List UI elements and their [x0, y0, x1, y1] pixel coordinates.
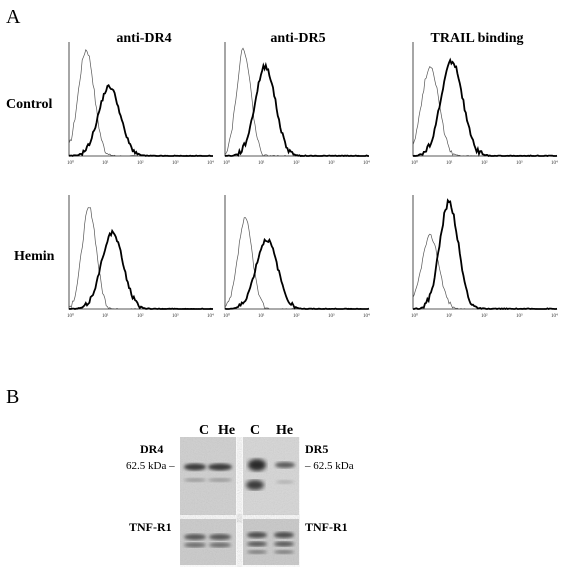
blot-dr5: [243, 437, 299, 515]
tick-label: 10³: [328, 160, 335, 166]
tick-label: 10⁰: [67, 313, 74, 319]
histogram-axis: [412, 195, 557, 310]
blot-tnfr1-right: [243, 519, 299, 565]
histogram-hemin-anti-dr5: 10⁰ 10¹ 10² 10³ 10⁴: [223, 195, 370, 319]
tick-label: 10³: [516, 313, 523, 319]
histogram-axis: [68, 195, 213, 310]
tick-label: 10¹: [446, 313, 453, 319]
tick-label: 10⁰: [411, 160, 418, 166]
tick-label: 10²: [481, 160, 488, 166]
blot-dr4: [180, 437, 236, 515]
histogram-control-trail-binding: 10⁰ 10¹ 10² 10³ 10⁴: [411, 42, 558, 166]
lane-label-he-left: He: [218, 423, 236, 438]
tick-label: 10¹: [258, 160, 265, 166]
histogram-stained-curve: [68, 228, 213, 310]
lane-label-he-right: He: [276, 423, 294, 438]
mw-marker-left: 62.5 kDa –: [126, 460, 175, 472]
tick-label: 10¹: [102, 313, 109, 319]
panel-label-b: B: [6, 386, 20, 408]
blot-label-dr4: DR4: [140, 442, 164, 456]
tick-label: 10³: [172, 160, 179, 166]
histogram-hemin-trail-binding: 10⁰ 10¹ 10² 10³ 10⁴: [411, 195, 558, 319]
tick-label: 10²: [293, 160, 300, 166]
tick-label: 10⁰: [223, 160, 230, 166]
mw-marker-right-text: 62.5 kDa: [313, 460, 354, 472]
tick-label: 10⁰: [411, 313, 418, 319]
panel-label-a: A: [6, 6, 21, 28]
histogram-control-anti-dr4: 10⁰ 10¹ 10² 10³ 10⁴: [67, 42, 214, 166]
histogram-stained-curve: [224, 61, 369, 157]
mw-marker-left-text: 62.5 kDa: [126, 460, 167, 472]
tick-label: 10²: [137, 160, 144, 166]
row-label-control: Control: [6, 97, 53, 112]
tick-label: 10⁴: [363, 160, 370, 166]
tick-label: 10³: [172, 313, 179, 319]
column-title-anti-dr4: anti-DR4: [116, 31, 172, 46]
histogram-stained-curve: [413, 198, 558, 311]
tick-label: 10²: [293, 313, 300, 319]
tick-label: 10⁴: [551, 160, 558, 166]
blot-label-dr5: DR5: [305, 442, 329, 456]
blot-label-tnfr1-right: TNF-R1: [305, 520, 348, 534]
mw-marker-right: – 62.5 kDa: [305, 460, 354, 472]
tick-label: 10⁴: [207, 313, 214, 319]
tick-label: 10¹: [446, 160, 453, 166]
histogram-hemin-anti-dr4: 10⁰ 10¹ 10² 10³ 10⁴: [67, 195, 214, 319]
tick-label: 10⁰: [223, 313, 230, 319]
lane-label-c-left: C: [199, 423, 210, 438]
tick-label: 10⁰: [67, 160, 74, 166]
histogram-stained-curve: [224, 237, 370, 310]
histogram-control-curve: [412, 66, 557, 157]
tick-label: 10⁴: [207, 160, 214, 166]
tick-label: 10³: [328, 313, 335, 319]
histogram-control-anti-dr5: 10⁰ 10¹ 10² 10³ 10⁴: [223, 42, 370, 166]
tick-label: 10⁴: [363, 313, 370, 319]
histogram-stained-curve: [412, 57, 558, 158]
tick-label: 10²: [481, 313, 488, 319]
histogram-axis: [224, 195, 369, 310]
blot-tnfr1-left: [180, 519, 236, 565]
tick-label: 10¹: [102, 160, 109, 166]
tick-label: 10²: [137, 313, 144, 319]
tick-label: 10⁴: [551, 313, 558, 319]
column-title-anti-dr5: anti-DR5: [270, 31, 326, 46]
histogram-control-curve: [68, 207, 214, 310]
lane-label-c-right: C: [250, 423, 261, 438]
column-title-trail-binding: TRAIL binding: [430, 31, 524, 46]
row-label-hemin: Hemin: [14, 249, 55, 264]
histogram-axis: [412, 42, 557, 157]
tick-label: 10¹: [258, 313, 265, 319]
blot-label-tnfr1-left: TNF-R1: [129, 520, 172, 534]
histogram-stained-curve: [69, 84, 213, 157]
tick-label: 10³: [516, 160, 523, 166]
western-blot-image: [180, 437, 299, 565]
